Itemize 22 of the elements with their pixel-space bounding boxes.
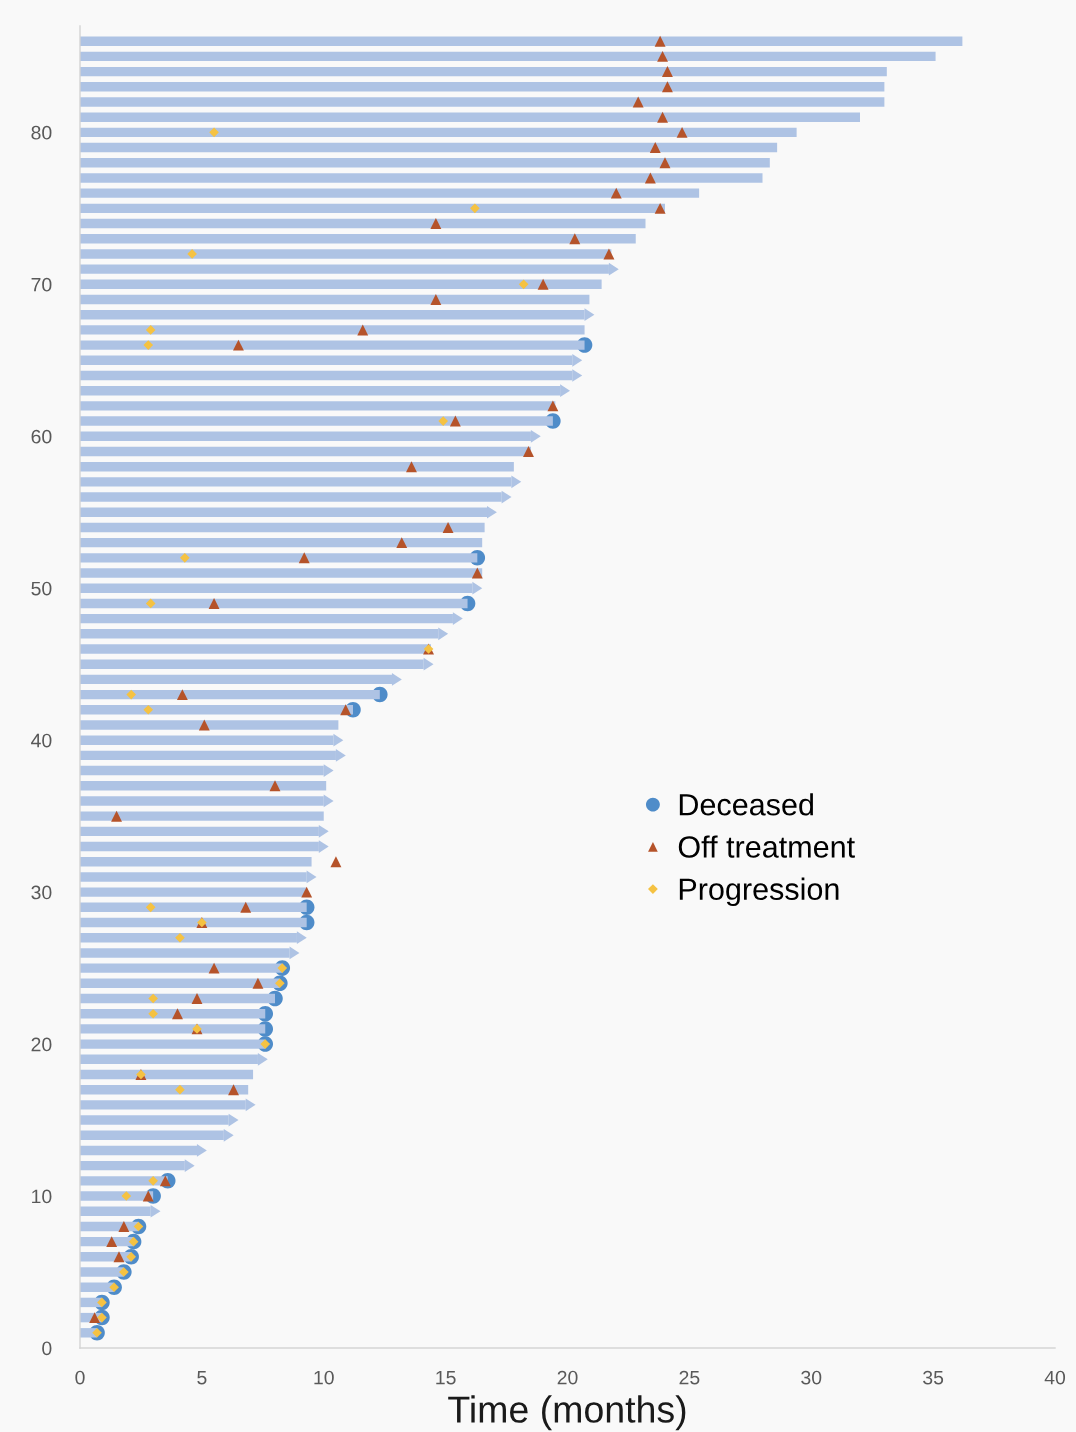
x-tick-label: 40: [1044, 1370, 1066, 1385]
y-tick-label: 50: [31, 581, 52, 596]
y-tick-label: 80: [31, 125, 52, 140]
x-tick-label: 5: [197, 1370, 207, 1385]
x-axis-title: Time (months): [448, 1395, 686, 1431]
y-tick-label: 40: [31, 733, 52, 748]
x-tick-label: 25: [679, 1370, 700, 1385]
y-tick-label: 70: [31, 277, 52, 292]
legend-label: Deceased: [679, 793, 813, 816]
y-tick-label: 10: [32, 1189, 52, 1204]
y-tick-label: 60: [31, 429, 52, 444]
x-tick-label: 0: [75, 1370, 85, 1385]
y-tick-label: 20: [31, 1037, 52, 1052]
x-tick-label: 20: [557, 1370, 578, 1385]
legend-label: Off treatment: [678, 835, 855, 858]
y-tick-label: 0: [42, 1341, 52, 1356]
y-tick-label: 30: [31, 885, 52, 900]
x-tick-label: 35: [923, 1370, 944, 1385]
x-tick-label: 30: [801, 1370, 822, 1385]
x-tick-label: 10: [314, 1370, 334, 1385]
legend-label: Progression: [679, 877, 839, 907]
x-tick-label: 15: [436, 1370, 456, 1385]
